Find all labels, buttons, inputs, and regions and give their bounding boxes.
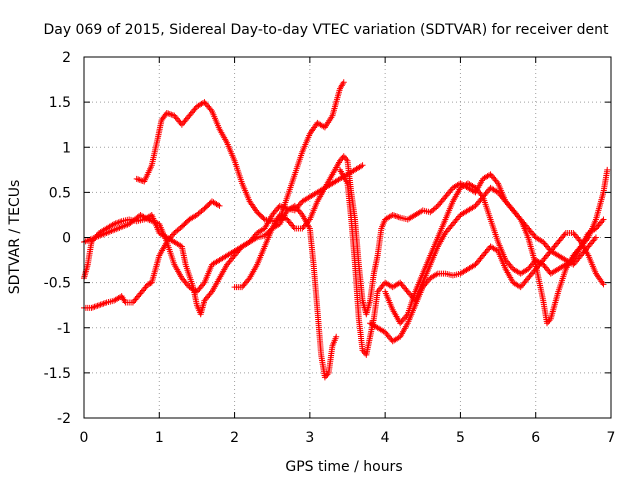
series-sat-h bbox=[382, 180, 607, 327]
y-tick-label: 1.5 bbox=[49, 95, 71, 111]
x-tick-label: 7 bbox=[607, 430, 616, 446]
data-point bbox=[592, 234, 599, 241]
data-point bbox=[340, 79, 347, 86]
axis-ticks bbox=[83, 56, 612, 419]
y-tick-label: 0 bbox=[62, 231, 71, 247]
plot-frame bbox=[83, 56, 612, 419]
y-tick-label: 1 bbox=[62, 140, 71, 156]
x-tick-label: 3 bbox=[305, 430, 314, 446]
grid-lines bbox=[84, 57, 611, 418]
data-point bbox=[216, 202, 223, 209]
data-point bbox=[144, 281, 151, 288]
series-sat-d bbox=[81, 162, 366, 295]
y-tick-label: -1.5 bbox=[44, 366, 71, 382]
y-tick-label: -0.5 bbox=[44, 276, 71, 292]
data-point bbox=[333, 333, 340, 340]
x-tick-label: 2 bbox=[230, 430, 239, 446]
data-point bbox=[604, 166, 611, 173]
data-point bbox=[600, 216, 607, 223]
x-tick-label: 5 bbox=[456, 430, 465, 446]
data-point bbox=[600, 281, 607, 288]
y-tick-label: -1 bbox=[57, 321, 71, 337]
y-tick-label: 2 bbox=[62, 50, 71, 66]
series-sat-f bbox=[336, 166, 611, 358]
data-point bbox=[359, 162, 366, 169]
y-axis-label: SDTVAR / TECUs bbox=[7, 180, 23, 295]
data-point bbox=[146, 280, 153, 287]
data-point bbox=[260, 215, 267, 222]
x-tick-label: 0 bbox=[80, 430, 89, 446]
y-tick-labels: 2 1.5 1 0.5 0 -0.5 -1 -1.5 -2 bbox=[44, 50, 71, 427]
data-marks bbox=[81, 79, 611, 381]
series-sat-a bbox=[133, 79, 347, 225]
y-tick-label: -2 bbox=[57, 411, 71, 427]
x-tick-label: 4 bbox=[381, 430, 390, 446]
y-tick-label: 0.5 bbox=[49, 185, 71, 201]
x-tick-label: 6 bbox=[531, 430, 540, 446]
x-tick-labels: 0 1 2 3 4 5 6 7 bbox=[80, 430, 616, 446]
series-sat-c bbox=[81, 202, 340, 381]
chart-title: Day 069 of 2015, Sidereal Day-to-day VTE… bbox=[43, 22, 609, 38]
x-axis-label: GPS time / hours bbox=[285, 459, 402, 475]
x-tick-label: 1 bbox=[155, 430, 164, 446]
